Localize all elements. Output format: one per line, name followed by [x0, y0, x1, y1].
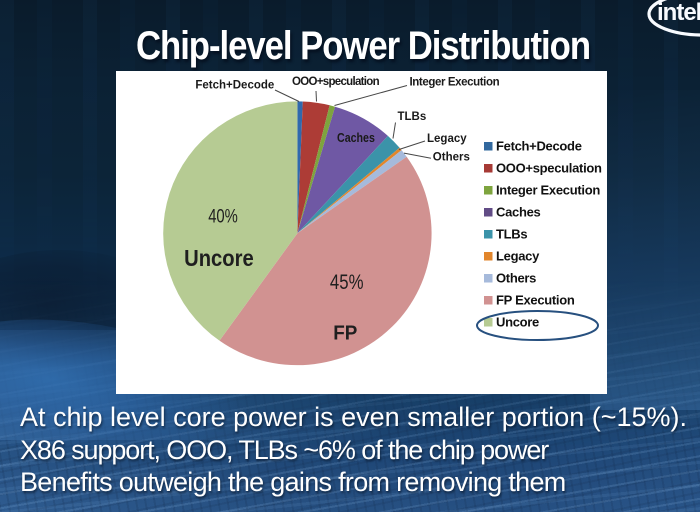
svg-text:Legacy: Legacy [427, 133, 467, 145]
svg-text:intel: intel [657, 0, 700, 26]
svg-text:FP Execution: FP Execution [496, 293, 575, 308]
svg-text:TLBs: TLBs [398, 111, 427, 123]
svg-text:Others: Others [433, 152, 470, 164]
svg-text:OOO+speculation: OOO+speculation [496, 161, 602, 176]
svg-text:Integer Execution: Integer Execution [410, 77, 500, 89]
svg-text:Uncore: Uncore [496, 315, 539, 330]
svg-text:Caches: Caches [337, 130, 375, 145]
svg-text:40%: 40% [208, 206, 238, 227]
svg-text:45%: 45% [330, 271, 364, 294]
svg-text:Integer Execution: Integer Execution [496, 183, 600, 198]
svg-text:TLBs: TLBs [496, 227, 527, 242]
svg-text:Others: Others [496, 271, 536, 286]
svg-text:OOO+speculation: OOO+speculation [292, 76, 380, 88]
svg-text:Fetch+Decode: Fetch+Decode [195, 80, 274, 92]
svg-text:Uncore: Uncore [184, 245, 254, 272]
svg-text:Caches: Caches [496, 205, 541, 220]
svg-text:Fetch+Decode: Fetch+Decode [496, 139, 582, 154]
svg-text:Legacy: Legacy [496, 249, 540, 264]
svg-text:FP: FP [333, 322, 357, 345]
